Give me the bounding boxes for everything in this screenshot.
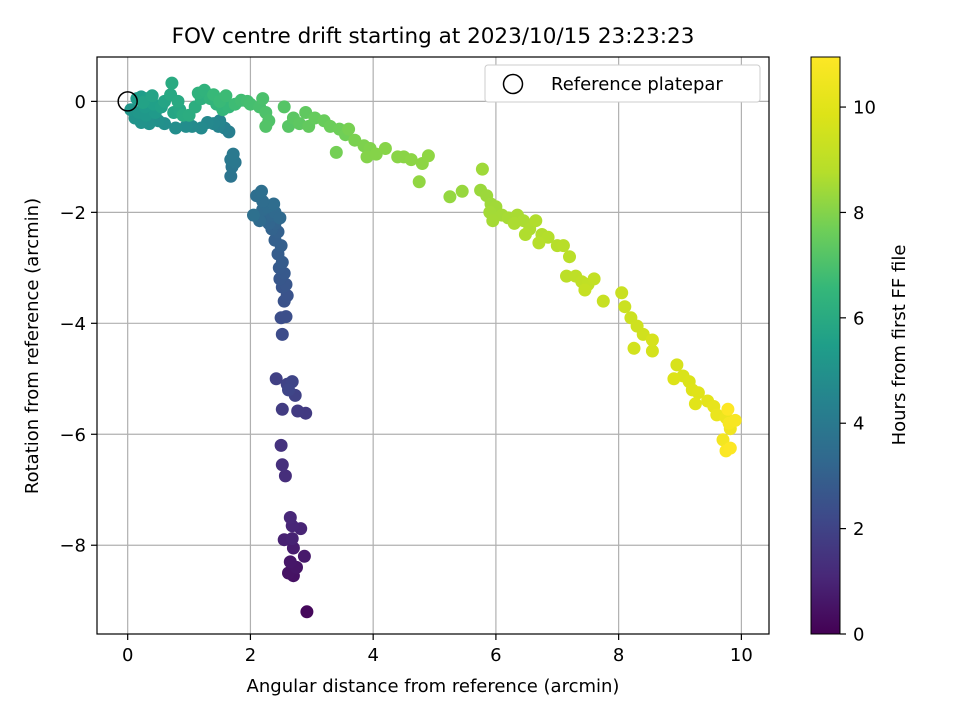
x-tick-label: 6 <box>490 645 501 666</box>
data-point <box>275 402 289 416</box>
data-point <box>300 605 314 619</box>
x-tick-label: 4 <box>367 645 378 666</box>
chart-title: FOV centre drift starting at 2023/10/15 … <box>172 24 695 49</box>
data-point <box>667 372 681 386</box>
data-point <box>169 121 183 135</box>
x-tick-label: 10 <box>730 645 753 666</box>
x-axis-label: Angular distance from reference (arcmin) <box>247 676 620 697</box>
data-point <box>532 236 546 250</box>
colorbar-tick-label: 4 <box>853 414 864 435</box>
colorbar-tick-label: 6 <box>853 308 864 329</box>
data-point <box>273 211 287 225</box>
data-point <box>179 119 193 133</box>
data-point <box>342 122 356 136</box>
data-point <box>278 469 292 483</box>
data-point <box>578 283 592 297</box>
data-point <box>563 250 576 264</box>
data-point <box>283 555 297 569</box>
axis-ticks: 0 2 4 6 8 10 0 −2 −4 −6 −8 <box>59 92 752 666</box>
data-point <box>618 300 632 314</box>
data-point <box>455 184 469 198</box>
data-point <box>256 92 270 106</box>
y-tick-label: 0 <box>75 92 86 113</box>
data-point <box>587 272 601 286</box>
data-point <box>688 397 702 411</box>
legend-marker-icon <box>502 73 524 95</box>
data-point <box>277 100 291 114</box>
data-point <box>275 327 289 341</box>
x-tick-label: 0 <box>122 645 133 666</box>
colorbar-gradient <box>810 56 841 635</box>
grid-lines <box>97 57 769 634</box>
data-point <box>275 458 289 472</box>
data-point <box>421 149 435 163</box>
data-point <box>627 341 641 355</box>
data-point <box>247 208 260 222</box>
data-point <box>556 239 570 253</box>
y-tick-label: −8 <box>59 536 86 557</box>
data-point <box>255 184 268 198</box>
data-point <box>285 532 299 546</box>
data-point <box>274 438 288 452</box>
legend-box <box>484 64 761 103</box>
plot-frame <box>96 56 770 635</box>
data-point <box>615 286 629 300</box>
y-tick-label: −4 <box>59 314 86 335</box>
data-point <box>723 441 737 455</box>
data-point <box>404 153 418 167</box>
data-point <box>329 145 343 159</box>
colorbar-ticks: 0 2 4 6 8 10 <box>840 98 876 646</box>
y-tick-label: −6 <box>59 425 86 446</box>
data-point <box>518 228 532 241</box>
data-point <box>282 383 295 397</box>
data-point <box>560 269 573 283</box>
data-point <box>728 413 742 427</box>
data-point <box>670 358 684 372</box>
data-point <box>291 404 305 418</box>
data-point <box>529 214 543 228</box>
y-tick-label: −2 <box>59 203 86 224</box>
data-point <box>412 175 426 189</box>
data-point <box>507 216 521 230</box>
data-point <box>136 96 150 109</box>
data-point <box>283 511 297 524</box>
legend: Reference platepar <box>484 64 761 103</box>
data-point <box>226 147 240 161</box>
x-tick-label: 2 <box>245 645 256 666</box>
colorbar-tick-label: 2 <box>853 519 864 540</box>
data-point <box>267 197 281 211</box>
data-point <box>269 372 283 386</box>
colorbar-tick-label: 8 <box>853 203 864 224</box>
data-point <box>165 76 179 90</box>
data-point <box>596 294 610 308</box>
data-point <box>145 89 159 103</box>
data-points <box>124 76 742 619</box>
reference-platepar-marker <box>117 91 138 112</box>
legend-entry-reference-platepar: Reference platepar <box>551 74 723 95</box>
data-point <box>721 402 735 416</box>
data-point <box>279 310 293 324</box>
data-point <box>297 549 311 563</box>
data-point <box>259 119 273 133</box>
colorbar-label: Hours from first FF file <box>889 245 910 446</box>
x-tick-label: 8 <box>613 645 624 666</box>
data-point <box>486 214 500 228</box>
colorbar-tick-label: 0 <box>853 625 864 646</box>
data-point <box>691 386 705 400</box>
data-point <box>475 162 489 176</box>
data-point <box>378 142 392 155</box>
colorbar: 0 2 4 6 8 10 Hours from first FF file <box>810 56 910 646</box>
data-point <box>219 89 233 103</box>
data-point <box>645 333 659 347</box>
colorbar-tick-label: 10 <box>853 98 876 119</box>
data-point <box>443 190 457 204</box>
y-axis-label: Rotation from reference (arcmin) <box>22 198 43 494</box>
data-point <box>645 344 659 358</box>
data-point <box>171 94 185 108</box>
